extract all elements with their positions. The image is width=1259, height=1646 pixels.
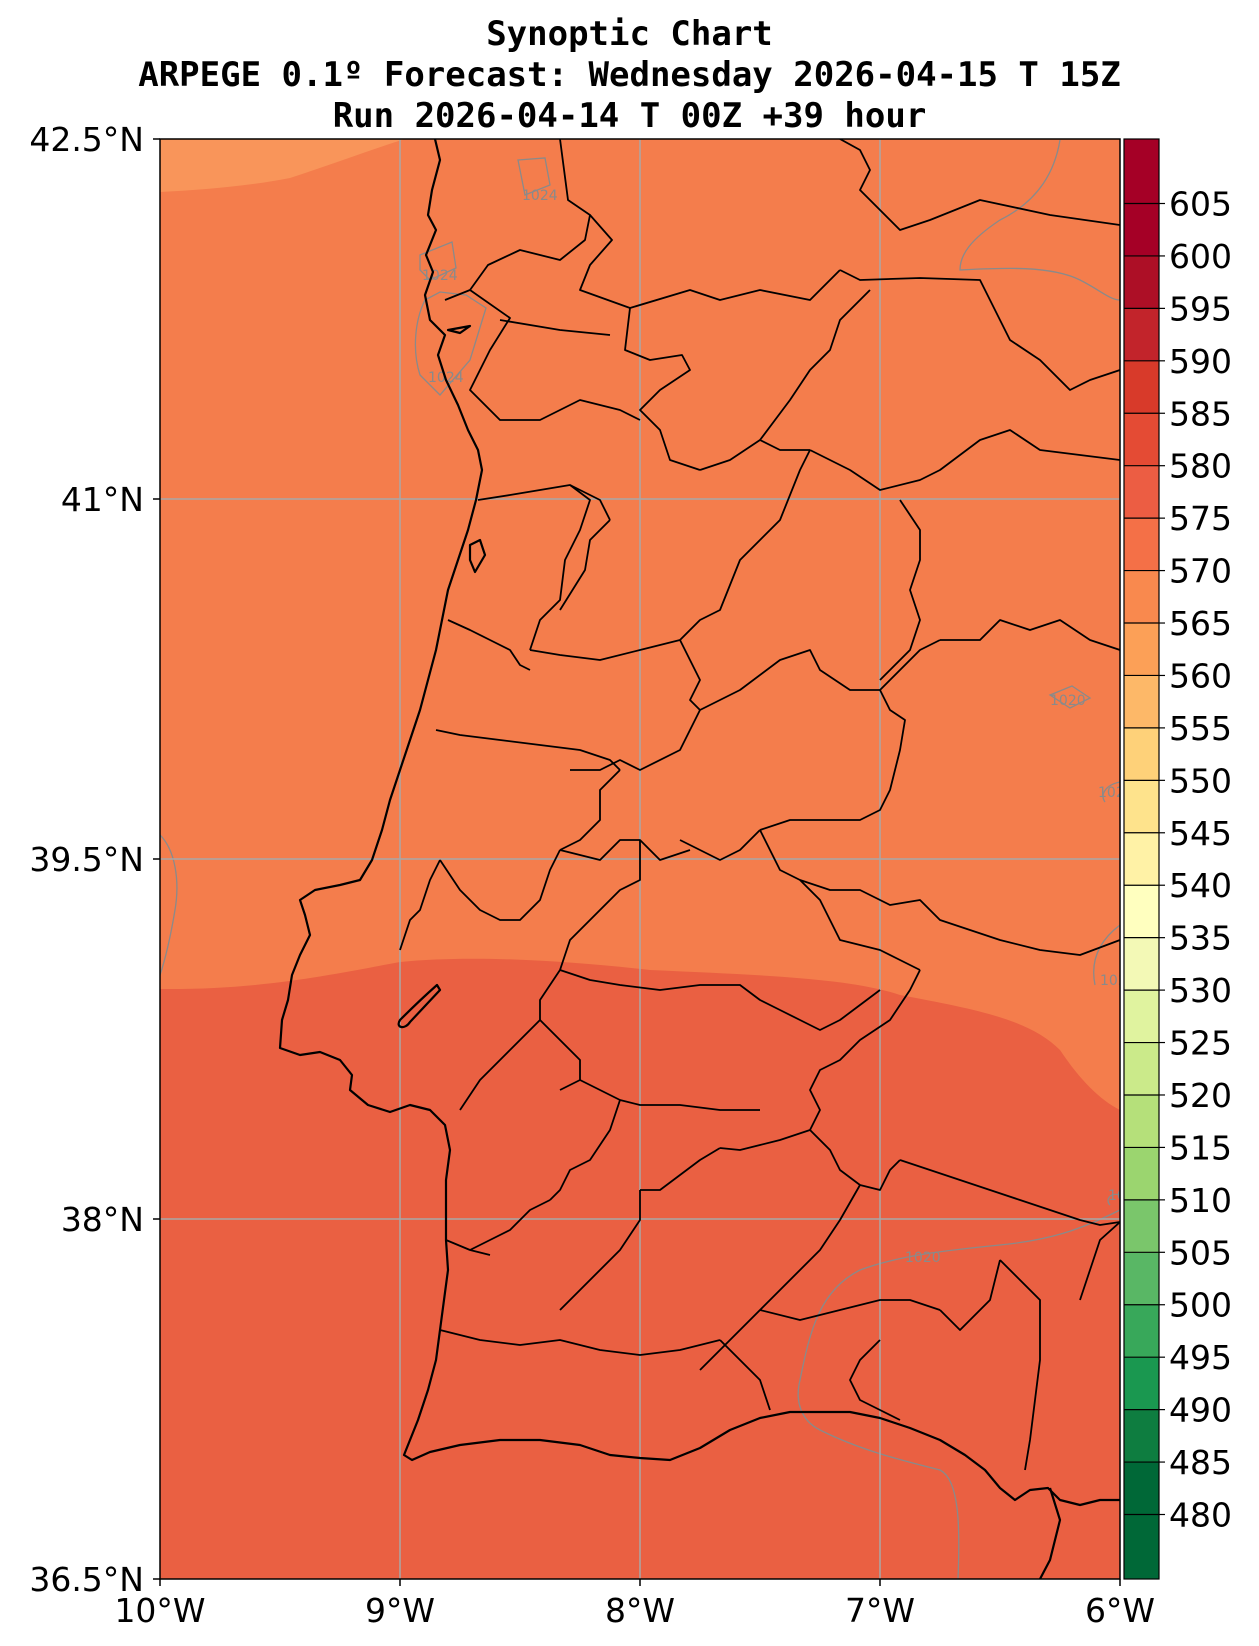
colorbar-swatch <box>1124 1357 1159 1411</box>
colorbar-label: 560 <box>1169 656 1232 695</box>
colorbar-label: 580 <box>1169 447 1232 486</box>
colorbar-swatch <box>1124 1094 1159 1148</box>
colorbar-swatch <box>1124 308 1159 362</box>
isobar-label: 1020 <box>1108 1188 1144 1204</box>
lon-label: 10°W <box>114 1591 205 1630</box>
colorbar-swatches <box>1124 139 1159 1579</box>
thickness-band-570-575 <box>160 139 405 192</box>
colorbar-label: 550 <box>1169 761 1232 800</box>
colorbar-label: 505 <box>1169 1233 1232 1272</box>
lon-label: 7°W <box>845 1591 915 1630</box>
colorbar-tick-lines <box>1124 202 1165 1516</box>
colorbar-label: 515 <box>1169 1128 1232 1167</box>
colorbar-label: 480 <box>1169 1495 1232 1534</box>
colorbar-swatch <box>1124 518 1159 572</box>
colorbar-swatch <box>1124 413 1159 467</box>
lat-label: 36.5°N <box>29 1560 144 1599</box>
colorbar-swatch <box>1124 465 1159 519</box>
colorbar-swatch <box>1124 255 1159 309</box>
colorbar-swatch <box>1124 675 1159 729</box>
isobar-label: 1020 <box>1050 693 1086 709</box>
colorbar-swatch <box>1124 1462 1159 1579</box>
colorbar-swatch <box>1124 832 1159 886</box>
axis-ticks <box>153 138 1121 1586</box>
lon-label: 6°W <box>1085 1591 1155 1630</box>
isobar-label: 1024 <box>422 268 458 284</box>
colorbar-swatch <box>1124 885 1159 939</box>
colorbar-label: 525 <box>1169 1024 1232 1063</box>
colorbar-swatch <box>1124 1042 1159 1096</box>
colorbar-swatch <box>1124 1199 1159 1253</box>
colorbar-label: 600 <box>1169 237 1232 276</box>
colorbar-label: 555 <box>1169 709 1232 748</box>
lon-label: 8°W <box>605 1591 675 1630</box>
colorbar-label: 565 <box>1169 604 1232 643</box>
colorbar-label: 570 <box>1169 552 1232 591</box>
isobar-label: 1020 <box>905 1250 941 1266</box>
colorbar-swatch <box>1124 990 1159 1044</box>
colorbar-swatch <box>1124 139 1159 256</box>
colorbar-swatch <box>1124 360 1159 414</box>
colorbar-label: 585 <box>1169 394 1232 433</box>
map-area: 1024 1024 1024 1020 1020 1020 1020 1020 <box>160 139 1144 1579</box>
colorbar-swatch <box>1124 1252 1159 1306</box>
colorbar-label: 520 <box>1169 1076 1232 1115</box>
isobar-label: 1020 <box>1100 973 1136 989</box>
lon-label: 9°W <box>365 1591 435 1630</box>
isobar-label: 1020 <box>1098 785 1134 801</box>
colorbar-labels: 605 600 595 590 585 580 575 570 565 560 555 550 545 5… <box>1169 185 1232 1535</box>
coastline <box>278 139 1120 1579</box>
chart-subtitle-run: Run 2026-04-14 T 00Z +39 hour <box>332 96 927 136</box>
chart-subtitle-forecast: ARPEGE 0.1º Forecast: Wednesday 2026-04-… <box>138 55 1121 95</box>
isobar-label: 1024 <box>522 188 558 204</box>
colorbar-label: 575 <box>1169 499 1232 538</box>
chart-title: Synoptic Chart <box>486 14 773 54</box>
colorbar-swatch <box>1124 727 1159 781</box>
colorbar-label: 490 <box>1169 1391 1232 1430</box>
colorbar-swatch <box>1124 1304 1159 1358</box>
lat-label: 38°N <box>61 1200 144 1239</box>
colorbar-swatch <box>1124 1409 1159 1463</box>
lat-labels: 42.5°N 41°N 39.5°N 38°N 36.5°N <box>29 120 144 1599</box>
district-boundaries <box>399 139 1120 1471</box>
isobar-labels: 1024 1024 1024 1020 1020 1020 1020 1020 <box>422 188 1144 1266</box>
colorbar-label: 545 <box>1169 814 1232 853</box>
colorbar-label: 500 <box>1169 1286 1232 1325</box>
colorbar-frame <box>1123 138 1160 1580</box>
colorbar-label: 540 <box>1169 866 1232 905</box>
colorbar-swatch <box>1124 937 1159 991</box>
colorbar-label: 485 <box>1169 1443 1232 1482</box>
colorbar-swatch <box>1124 570 1159 624</box>
colorbar-swatch <box>1124 1147 1159 1201</box>
colorbar-label: 605 <box>1169 185 1232 224</box>
colorbar-label: 510 <box>1169 1181 1232 1220</box>
colorbar-label: 530 <box>1169 971 1232 1010</box>
colorbar-label: 590 <box>1169 342 1232 381</box>
colorbar-label: 535 <box>1169 919 1232 958</box>
lat-label: 39.5°N <box>29 840 144 879</box>
lat-label: 42.5°N <box>29 120 144 159</box>
isobar-lines <box>160 139 1120 1579</box>
colorbar-label: 495 <box>1169 1338 1232 1377</box>
colorbar-swatch <box>1124 780 1159 834</box>
colorbar-label: 595 <box>1169 289 1232 328</box>
colorbar-swatch <box>1124 623 1159 676</box>
lat-label: 41°N <box>61 480 144 519</box>
lon-labels: 10°W 9°W 8°W 7°W 6°W <box>114 1591 1155 1630</box>
colorbar: 605 600 595 590 585 580 575 570 565 560 555 550 545 5… <box>1123 138 1232 1580</box>
